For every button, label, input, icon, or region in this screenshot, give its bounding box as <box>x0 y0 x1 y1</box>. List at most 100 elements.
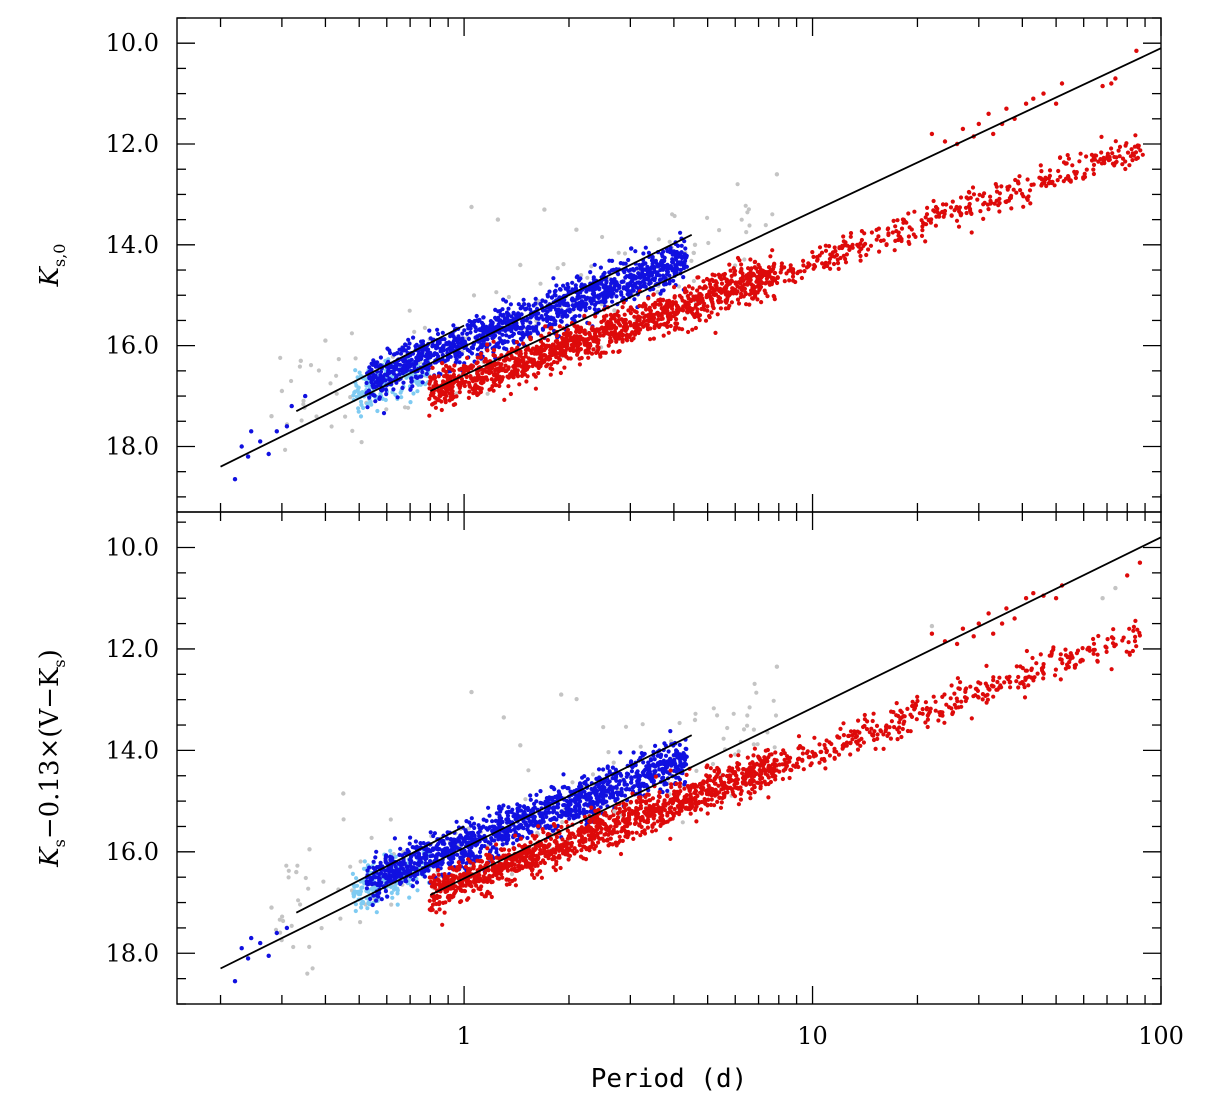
point-blue <box>583 308 588 313</box>
point-red <box>475 355 480 360</box>
point-red <box>473 388 478 393</box>
point-red <box>988 194 993 199</box>
point-red <box>651 336 657 341</box>
point-red <box>459 366 464 371</box>
point-blue <box>460 331 465 336</box>
point-red <box>693 302 699 307</box>
point-red <box>957 205 963 210</box>
point-blue <box>457 360 462 365</box>
point-red <box>628 305 633 310</box>
point-red <box>622 312 627 317</box>
point-blue <box>420 871 425 876</box>
point-blue <box>610 286 615 291</box>
point-light-blue <box>369 886 375 891</box>
point-red <box>595 328 600 333</box>
point-red <box>724 283 729 289</box>
point-red <box>954 206 959 211</box>
point-red <box>901 217 907 222</box>
point-blue <box>577 803 582 808</box>
point-red <box>514 340 520 345</box>
point-gray <box>745 723 750 728</box>
point-red <box>782 279 787 284</box>
point-red <box>497 383 502 389</box>
point-blue <box>550 816 555 822</box>
point-red <box>433 405 438 410</box>
point-red <box>790 269 795 274</box>
point-red <box>477 386 482 391</box>
point-blue <box>646 272 651 277</box>
point-red <box>444 384 449 389</box>
point-red <box>427 413 432 418</box>
point-red <box>891 218 896 223</box>
point-blue <box>303 393 308 399</box>
point-red <box>788 266 793 271</box>
point-blue <box>621 777 626 783</box>
point-red <box>534 350 539 355</box>
point-light-blue <box>395 902 400 907</box>
point-blue <box>461 854 466 859</box>
point-blue <box>612 277 617 282</box>
point-red <box>795 271 800 276</box>
point-blue <box>594 799 599 805</box>
point-blue <box>641 769 646 774</box>
point-blue <box>538 301 543 307</box>
point-red <box>526 356 531 361</box>
point-blue <box>364 886 369 891</box>
point-blue <box>378 355 383 360</box>
point-blue <box>518 336 524 341</box>
point-gray <box>298 902 303 907</box>
point-blue <box>468 323 473 328</box>
point-blue <box>372 881 378 886</box>
point-blue <box>676 775 681 780</box>
point-red <box>958 195 964 200</box>
point-red <box>764 280 769 285</box>
point-red <box>942 208 948 214</box>
point-light-blue <box>357 370 362 375</box>
point-blue <box>400 385 405 390</box>
point-light-blue <box>389 890 394 896</box>
point-blue <box>431 864 436 869</box>
point-blue <box>409 357 414 362</box>
point-blue <box>518 312 523 317</box>
point-blue <box>500 842 505 847</box>
point-blue <box>384 387 389 392</box>
point-red <box>1084 167 1089 172</box>
point-red <box>576 342 581 347</box>
point-blue <box>402 363 408 368</box>
point-red <box>716 298 721 303</box>
point-red <box>675 321 680 326</box>
point-red <box>717 275 722 280</box>
point-blue <box>498 312 503 317</box>
point-red <box>526 364 531 369</box>
point-blue <box>598 787 603 792</box>
point-blue <box>384 881 389 886</box>
point-blue <box>367 395 372 400</box>
point-red <box>931 198 936 204</box>
point-gray <box>733 752 738 757</box>
point-red <box>591 347 596 352</box>
point-gray <box>298 358 303 363</box>
point-blue <box>478 846 483 851</box>
point-red <box>526 347 531 352</box>
point-gray <box>314 414 319 419</box>
point-red <box>772 270 777 276</box>
point-red <box>1011 187 1016 192</box>
point-red <box>942 139 948 144</box>
point-blue <box>560 314 565 319</box>
point-blue <box>520 330 525 335</box>
point-red <box>924 212 930 217</box>
point-gray <box>747 223 752 228</box>
point-light-blue <box>408 400 413 405</box>
point-red <box>632 314 637 319</box>
point-blue <box>522 302 527 307</box>
point-blue <box>670 268 675 273</box>
point-red <box>1113 139 1118 144</box>
point-light-blue <box>374 910 379 915</box>
point-blue <box>518 306 523 311</box>
point-blue <box>649 270 654 276</box>
point-blue <box>504 333 509 338</box>
point-blue <box>582 780 588 785</box>
point-red <box>832 245 837 250</box>
point-red <box>589 351 595 356</box>
